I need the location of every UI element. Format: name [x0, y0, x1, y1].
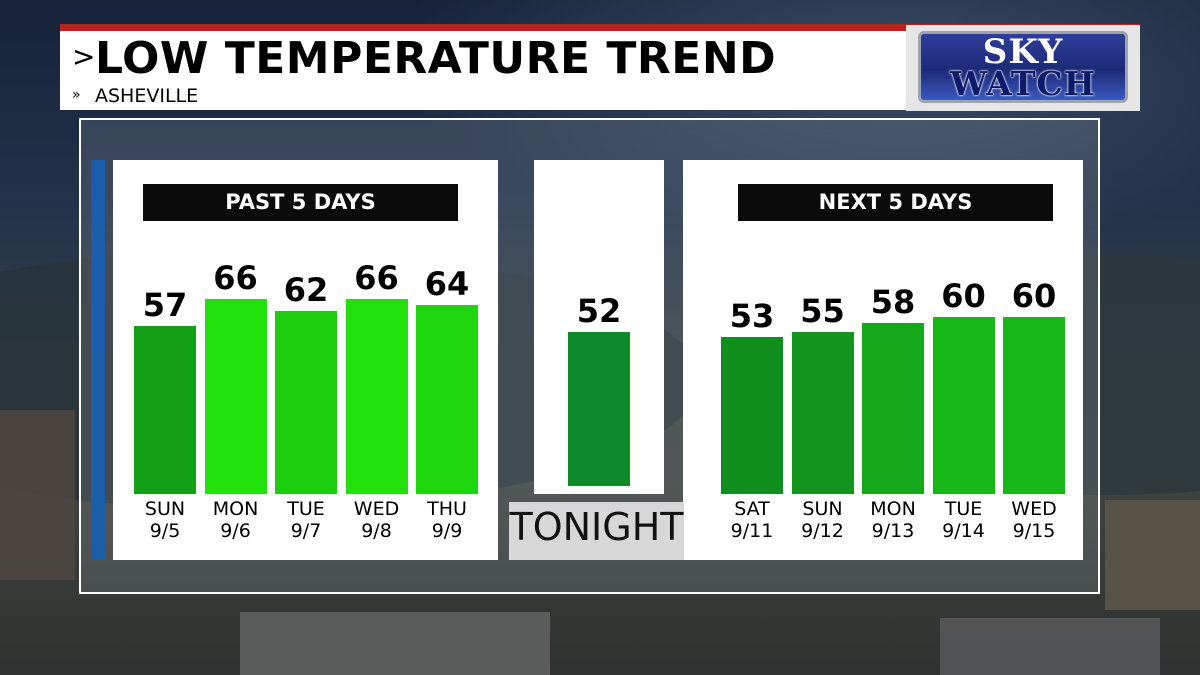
bar-day-label: SAT [734, 498, 770, 520]
bar-sat [721, 337, 783, 494]
bar-date-label: 9/7 [290, 520, 322, 542]
bar-value-label: 66 [213, 259, 258, 297]
logo-text-sky: SKY [982, 32, 1064, 72]
bar-date-label: 9/9 [431, 520, 463, 542]
bar-tue [275, 310, 337, 494]
background-building [0, 410, 75, 580]
bar-day-label: TUE [944, 498, 983, 520]
tonight-label: TONIGHT [509, 505, 684, 549]
bar-value-label: 55 [800, 291, 845, 330]
bar-date-label: 9/11 [730, 520, 774, 542]
logo-text-watch: WATCH [950, 64, 1096, 103]
bar-date-label: 9/15 [1012, 520, 1056, 542]
title-chevron-icon: > [72, 40, 96, 73]
title-box [60, 31, 910, 110]
bar-date-label: 9/13 [871, 520, 915, 542]
bar-thu [416, 304, 478, 494]
page-title: LOW TEMPERATURE TREND [95, 33, 777, 84]
logo-badge: SKY WATCH [918, 31, 1128, 103]
bar-wed [345, 299, 408, 494]
bar-value-label: 57 [142, 285, 188, 324]
background-building [1105, 500, 1200, 610]
bar-date-label: 9/5 [149, 520, 181, 542]
title-red-bar [60, 24, 1140, 32]
bar-day-label: TUE [287, 498, 325, 520]
bar-sun [134, 325, 196, 494]
bar-value-label: 66 [354, 259, 399, 297]
background-building [240, 612, 550, 675]
bar-day-label: WED [1011, 498, 1057, 520]
bar-mon [204, 299, 267, 494]
bar-tonight [568, 332, 630, 486]
bar-day-label: SUN [144, 498, 186, 520]
skywatch-logo: SKY WATCH [906, 25, 1140, 111]
bar-day-label: MON [212, 498, 259, 520]
accent-stripe [91, 160, 105, 560]
bar-tue [932, 316, 995, 494]
bar-day-label: WED [353, 498, 400, 520]
bar-day-label: THU [427, 498, 467, 520]
subtitle-chevron-icon: » [72, 87, 81, 103]
bar-value-label: 60 [941, 276, 986, 315]
bar-date-label: 9/8 [361, 520, 392, 542]
background-building [940, 618, 1160, 675]
tonight-label-box [509, 502, 684, 560]
bar-value-label: 52 [576, 292, 622, 331]
bar-day-label: MON [870, 498, 916, 520]
past-5-days-header: PAST 5 DAYS [143, 184, 458, 221]
bar-value-label: 53 [729, 297, 775, 336]
bar-value-label: 62 [283, 270, 329, 309]
bar-value-label: 60 [1011, 276, 1057, 315]
page-subtitle: ASHEVILLE [95, 85, 199, 107]
bar-day-label: SUN [802, 498, 843, 520]
bar-sun [791, 331, 854, 494]
next-5-days-header: NEXT 5 DAYS [738, 184, 1053, 221]
bar-mon [862, 322, 924, 494]
bar-value-label: 58 [870, 282, 916, 321]
bar-date-label: 9/12 [801, 520, 844, 542]
bar-wed [1003, 316, 1065, 494]
bar-date-label: 9/14 [942, 520, 985, 542]
bar-date-label: 9/6 [220, 520, 251, 542]
bar-value-label: 64 [424, 264, 470, 303]
